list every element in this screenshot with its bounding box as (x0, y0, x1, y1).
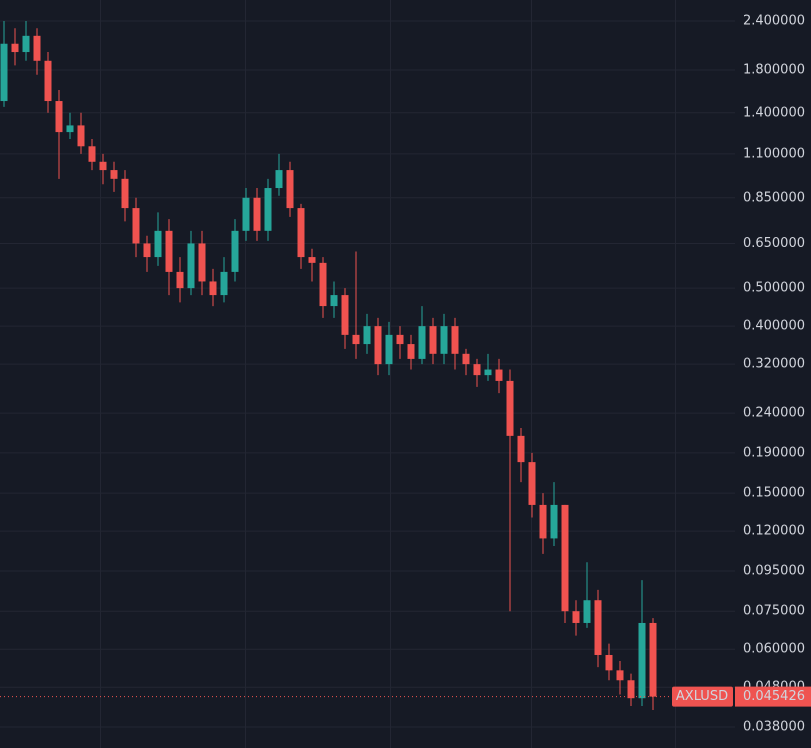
candle-body (495, 369, 503, 381)
y-tick-label: 0.120000 (743, 524, 805, 539)
symbol-tag (672, 686, 733, 707)
candle-body (374, 326, 382, 365)
candle-body (385, 334, 393, 365)
candle-body (561, 504, 569, 612)
candle-body (88, 146, 96, 162)
candle-body (187, 243, 195, 289)
y-tick-label: 0.150000 (743, 486, 805, 501)
y-tick-label: 0.075000 (743, 604, 805, 619)
candle-body (0, 43, 8, 102)
candle-body (44, 60, 52, 102)
candle-body (242, 197, 250, 231)
candle-body (154, 230, 162, 258)
candle-body (264, 188, 272, 231)
candle-body (121, 178, 129, 209)
candle-body (418, 326, 426, 359)
candle-body (330, 295, 338, 307)
candle-body (11, 43, 19, 53)
candle-body (110, 170, 118, 179)
y-tick-label: 2.400000 (743, 14, 805, 29)
candle-body (649, 622, 657, 697)
y-tick-label: 0.240000 (743, 406, 805, 421)
candle-body (209, 281, 217, 296)
candle-body (484, 369, 492, 376)
y-tick-label: 0.038000 (743, 720, 805, 735)
candle-body (594, 600, 602, 655)
y-tick-label: 0.400000 (743, 319, 805, 334)
candle-body (363, 326, 371, 345)
candle-body (583, 600, 591, 623)
candle-body (297, 208, 305, 258)
candle-body (231, 230, 239, 272)
candle-body (55, 101, 63, 133)
candle-body (517, 435, 525, 463)
candle-body (605, 654, 613, 671)
candle-body (33, 35, 41, 61)
candle-body (22, 35, 30, 53)
candle-body (319, 262, 327, 307)
y-tick-label: 0.320000 (743, 357, 805, 372)
candle-body (132, 208, 140, 244)
candle-body (396, 334, 404, 345)
candle-body (462, 353, 470, 365)
candle-body (407, 344, 415, 359)
candle-body (451, 326, 459, 354)
candle-body (275, 170, 283, 189)
candle-body (176, 271, 184, 289)
candle-body (286, 170, 294, 209)
candle-body (308, 257, 316, 263)
candle-body (220, 271, 228, 296)
candle-body (198, 243, 206, 282)
candle-body (352, 334, 360, 345)
candle-body (143, 243, 151, 258)
price-tag (735, 686, 811, 707)
y-tick-label: 0.850000 (743, 190, 805, 205)
candle-body (528, 462, 536, 505)
candle-body (627, 680, 635, 699)
last-price-label: 0.045426 (743, 689, 805, 704)
candle-body (429, 326, 437, 354)
candle-body (77, 125, 85, 147)
y-tick-label: 1.100000 (743, 146, 805, 161)
candle-body (506, 380, 514, 436)
candle-body (473, 364, 481, 376)
candle-body (66, 125, 74, 133)
y-tick-label: 0.060000 (743, 642, 805, 657)
candle-body (440, 326, 448, 354)
y-tick-label: 0.095000 (743, 563, 805, 578)
y-tick-label: 0.650000 (743, 236, 805, 251)
candle-body (99, 161, 107, 171)
symbol-label: AXLUSD (676, 689, 728, 704)
y-tick-label: 0.500000 (743, 281, 805, 296)
candle-body (341, 295, 349, 335)
candle-body (638, 622, 646, 699)
y-tick-label: 1.400000 (743, 105, 805, 120)
candle-body (539, 504, 547, 539)
y-tick-label: 1.800000 (743, 62, 805, 77)
candle-body (572, 611, 580, 623)
candle-body (550, 504, 558, 539)
candle-body (253, 197, 261, 231)
candle-body (616, 670, 624, 681)
vertical-grid (100, 0, 676, 748)
y-tick-label: 0.190000 (743, 445, 805, 460)
candle-body (165, 230, 173, 272)
